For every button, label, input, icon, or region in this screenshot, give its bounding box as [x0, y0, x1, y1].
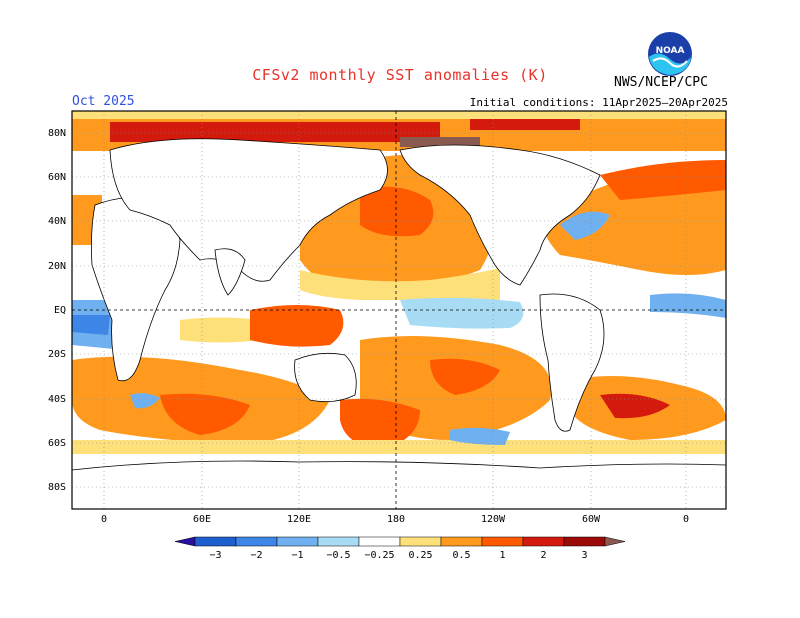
noaa-logo-icon: NOAA: [648, 32, 692, 76]
colorbar-swatch: [522, 536, 565, 547]
colorbar-arrow-low: [174, 536, 196, 547]
colorbar-swatch: [235, 536, 278, 547]
south-america-land: [539, 293, 605, 432]
colorbar-tick-label: −0.25: [364, 550, 394, 561]
arctic-strong-region: [110, 122, 440, 142]
colorbar-tick-label: 0.25: [408, 550, 432, 561]
north-atlantic-strong: [600, 160, 726, 200]
lat-label: 80S: [48, 482, 66, 493]
lon-label: 180: [387, 514, 405, 525]
south-indian-cool: [130, 393, 160, 409]
colorbar-swatch: [399, 536, 442, 547]
eurasia-land: [109, 138, 388, 282]
colorbar-swatch: [276, 536, 319, 547]
south-pacific-strong: [430, 358, 500, 395]
colorbar-swatch: [481, 536, 524, 547]
forecast-month: Oct 2025: [72, 94, 135, 109]
lat-label: 40S: [48, 394, 66, 405]
tasman-warm: [340, 398, 420, 450]
colorbar-tick-label: 2: [540, 550, 546, 561]
arctic-extreme-region: [400, 137, 480, 147]
colorbar-tick-label: −2: [250, 550, 262, 561]
south-indian-strong: [160, 393, 250, 435]
atlantic-equatorial-cool: [72, 315, 110, 335]
colorbar-swatch: [563, 536, 606, 547]
maritime-continent-warm: [250, 305, 344, 347]
lat-label: EQ: [54, 305, 66, 316]
arctic-strong-region-2: [470, 118, 580, 130]
indian-ocean-weak: [180, 317, 260, 343]
australia-land: [294, 352, 357, 403]
north-pacific-strong: [360, 186, 434, 237]
lat-label: 60N: [48, 172, 66, 183]
antarctica-land: [72, 460, 726, 509]
lon-label: 0: [683, 514, 689, 525]
colorbar: −3 −2 −1 −0.5 −0.25 0.25 0.5 1 2 3: [174, 536, 626, 561]
lon-label: 0: [101, 514, 107, 525]
arctic-weak-edge: [72, 111, 726, 119]
colorbar-tick-label: −1: [291, 550, 303, 561]
lat-label: 40N: [48, 216, 66, 227]
lon-label: 120W: [481, 514, 506, 525]
reference-lines: [72, 111, 726, 509]
graticule: [72, 111, 726, 509]
anomaly-field: [72, 111, 726, 509]
colorbar-tick-label: 0.5: [452, 550, 470, 561]
colorbar-tick-label: −0.5: [326, 550, 350, 561]
lon-axis: 0 60E 120E 180 120W 60W 0: [101, 514, 689, 525]
organization-label: NWS/NCEP/CPC: [614, 75, 708, 90]
colorbar-swatch: [358, 536, 401, 547]
initial-conditions: Initial conditions: 11Apr2025–20Apr2025: [469, 96, 728, 109]
southern-ocean-cool: [450, 427, 510, 445]
lat-label: 60S: [48, 438, 66, 449]
colorbar-tick-label: −3: [209, 550, 221, 561]
continents: [72, 138, 726, 509]
lat-label: 20S: [48, 349, 66, 360]
south-atlantic-strong: [600, 393, 670, 419]
gulf-stream-cool: [560, 211, 610, 240]
map-frame: [71, 110, 727, 510]
lon-label: 120E: [287, 514, 311, 525]
colorbar-tick-label: 1: [499, 550, 505, 561]
equatorial-pacific-cool: [400, 297, 524, 329]
colorbar-swatch: [194, 536, 237, 547]
lon-label: 60W: [582, 514, 601, 525]
lat-label: 80N: [48, 128, 66, 139]
colorbar-swatch: [440, 536, 483, 547]
colorbar-tick-label: 3: [581, 550, 587, 561]
colorbar-swatch: [317, 536, 360, 547]
noaa-logo-text: NOAA: [656, 46, 685, 56]
southern-ocean-weak: [72, 440, 726, 454]
chart-title: CFSv2 monthly SST anomalies (K): [252, 66, 548, 84]
east-atlantic-equatorial-cool: [650, 293, 726, 318]
lat-label: 20N: [48, 261, 66, 272]
india-land: [214, 248, 246, 296]
north-america-land: [399, 144, 601, 286]
colorbar-arrow-high: [604, 536, 626, 547]
lon-label: 60E: [193, 514, 211, 525]
north-pacific-weak: [300, 268, 500, 300]
lat-axis: 80N 60N 40N 20N EQ 20S 40S 60S 80S: [48, 128, 66, 493]
